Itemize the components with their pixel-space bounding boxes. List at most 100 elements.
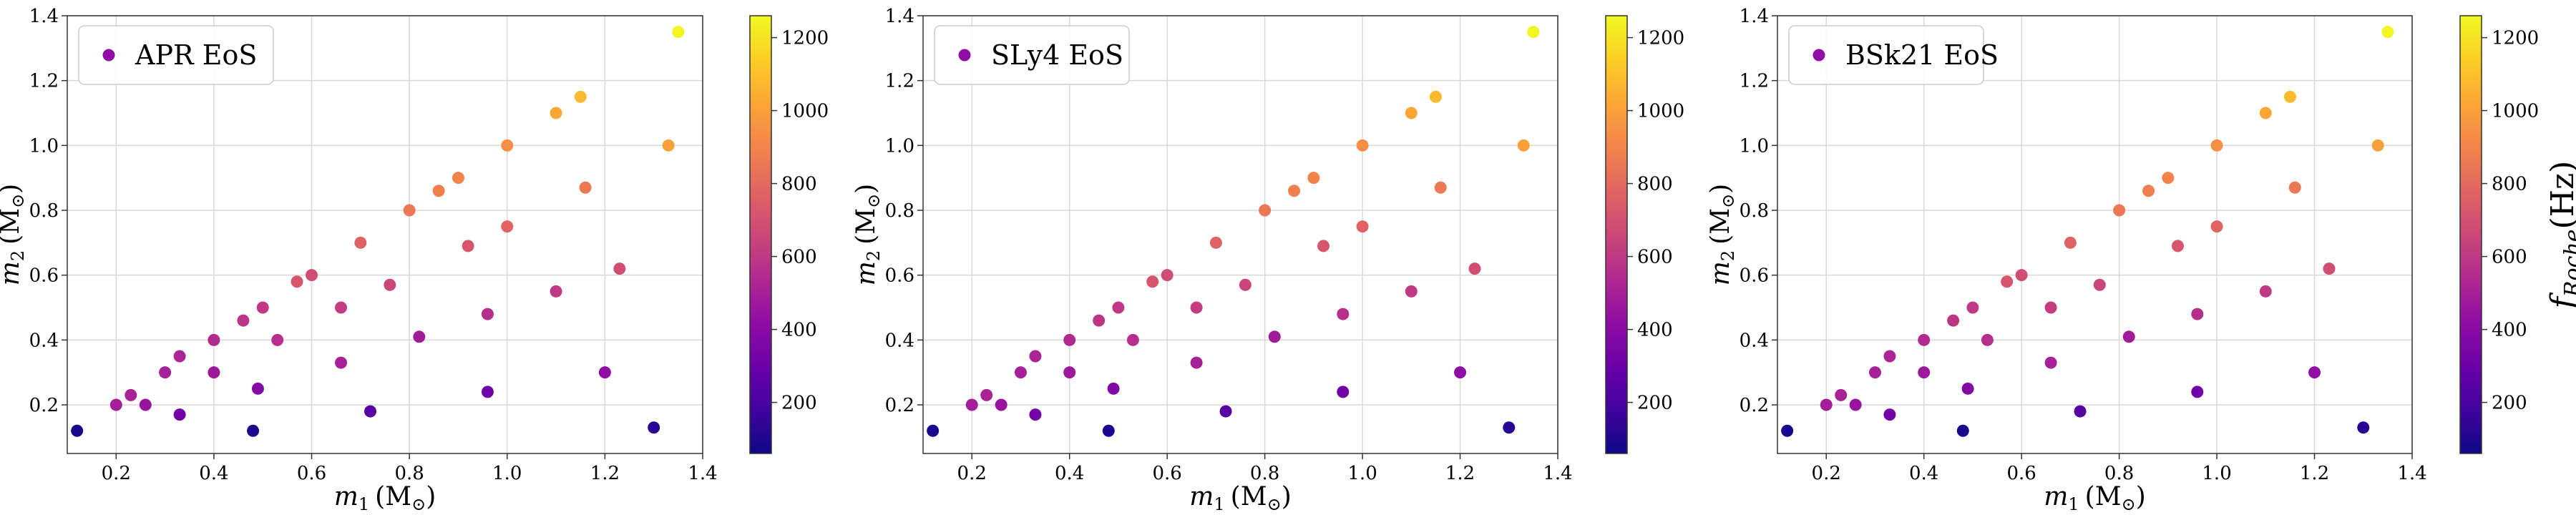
data-point bbox=[2044, 301, 2057, 314]
data-point bbox=[2210, 220, 2223, 233]
label-part: Roche bbox=[2560, 230, 2576, 298]
x-tick-label: 1.0 bbox=[1347, 463, 1377, 484]
x-tick-label: 0.6 bbox=[1152, 463, 1181, 484]
data-point bbox=[1337, 308, 1350, 320]
legend-label: APR EoS bbox=[135, 39, 257, 71]
data-point bbox=[1029, 408, 1042, 421]
label-part: 1 bbox=[1214, 494, 1224, 514]
data-point bbox=[256, 301, 269, 314]
data-point bbox=[1161, 269, 1174, 282]
data-point bbox=[247, 424, 260, 437]
x-tick-label: 1.2 bbox=[2300, 463, 2329, 484]
data-point bbox=[1835, 388, 1848, 401]
data-point bbox=[1146, 275, 1159, 288]
y-axis-label: m2 (M⊙) bbox=[1706, 184, 1738, 285]
y-tick-label: 0.2 bbox=[29, 395, 59, 416]
colorbar-tick-label: 1000 bbox=[1637, 101, 1684, 122]
data-point bbox=[1112, 301, 1125, 314]
label-part: (M bbox=[1231, 482, 1267, 511]
data-point bbox=[2288, 181, 2301, 194]
data-point bbox=[1029, 350, 1042, 363]
data-point bbox=[139, 398, 152, 411]
data-point bbox=[462, 240, 474, 252]
colorbar-tick-label: 200 bbox=[2492, 393, 2527, 414]
data-point bbox=[271, 333, 284, 346]
data-point bbox=[1883, 350, 1896, 363]
data-point bbox=[2191, 308, 2204, 320]
colorbar-tick-label: 600 bbox=[1637, 247, 1673, 268]
x-tick-label: 0.8 bbox=[394, 463, 424, 484]
colorbar-tick-label: 400 bbox=[2492, 320, 2527, 341]
data-point bbox=[306, 269, 318, 282]
colorbar-tick-label: 1000 bbox=[2492, 101, 2539, 122]
data-point bbox=[354, 236, 367, 249]
data-point bbox=[1126, 333, 1139, 346]
data-point bbox=[173, 350, 186, 363]
x-tick-label: 0.8 bbox=[1250, 463, 1279, 484]
data-point bbox=[1405, 285, 1418, 298]
x-tick-label: 1.2 bbox=[1445, 463, 1475, 484]
data-point bbox=[927, 424, 940, 437]
data-point bbox=[574, 90, 587, 103]
data-point bbox=[403, 204, 416, 217]
y-tick-label: 1.2 bbox=[885, 71, 914, 92]
data-point bbox=[71, 424, 84, 437]
x-axis-label: m1 (M⊙) bbox=[2044, 482, 2145, 514]
data-point bbox=[432, 185, 445, 197]
data-point bbox=[1190, 356, 1203, 369]
colorbar-tick-label: 600 bbox=[781, 247, 817, 268]
data-point bbox=[965, 398, 978, 411]
data-point bbox=[1868, 366, 1881, 379]
data-point bbox=[2323, 263, 2336, 275]
label-part: (Hz) bbox=[2545, 161, 2576, 230]
colorbar-tick-label: 600 bbox=[2492, 247, 2527, 268]
y-tick-label: 1.0 bbox=[885, 135, 914, 157]
colorbar-tick-label: 800 bbox=[781, 174, 817, 195]
axes-frame bbox=[922, 15, 1558, 454]
data-point bbox=[1527, 26, 1540, 39]
colorbar-gradient bbox=[1605, 15, 1628, 454]
x-tick-label: 1.4 bbox=[1543, 463, 1572, 484]
data-point bbox=[2308, 366, 2321, 379]
colorbar-gradient bbox=[749, 15, 772, 454]
data-point bbox=[2142, 185, 2155, 197]
colorbar-tick-label: 1200 bbox=[2492, 28, 2539, 49]
label-part: ) bbox=[2136, 482, 2146, 511]
data-point bbox=[1356, 139, 1369, 152]
label-part: (M bbox=[375, 482, 411, 511]
x-tick-label: 1.2 bbox=[590, 463, 620, 484]
data-point bbox=[1454, 366, 1467, 379]
legend-box bbox=[78, 25, 274, 85]
data-point bbox=[1956, 424, 1969, 437]
data-point bbox=[1429, 90, 1442, 103]
data-point bbox=[1190, 301, 1203, 314]
colorbar-gradient bbox=[2459, 15, 2482, 454]
x-tick-label: 0.6 bbox=[2006, 463, 2036, 484]
data-point bbox=[2357, 421, 2370, 434]
legend-box bbox=[1788, 25, 1984, 85]
data-point bbox=[1102, 424, 1115, 437]
label-part: m bbox=[2044, 482, 2068, 511]
data-point bbox=[1239, 278, 1252, 291]
label-part: ) bbox=[852, 184, 881, 194]
data-point bbox=[125, 388, 137, 401]
data-point bbox=[1405, 107, 1418, 119]
label-part: 1 bbox=[358, 494, 369, 514]
data-point bbox=[1468, 263, 1481, 275]
legend-label: SLy4 EoS bbox=[991, 39, 1123, 71]
data-point bbox=[1503, 421, 1516, 434]
label-part: m bbox=[1706, 261, 1735, 285]
data-point bbox=[1947, 314, 1960, 327]
data-point bbox=[1259, 204, 1272, 217]
label-part: ) bbox=[1706, 184, 1735, 194]
data-point bbox=[2191, 386, 2204, 398]
y-tick-label: 1.4 bbox=[29, 6, 59, 27]
data-point bbox=[1981, 333, 1994, 346]
legend-marker bbox=[102, 49, 115, 62]
label-part: (M bbox=[0, 208, 25, 245]
label-part: ) bbox=[0, 184, 25, 194]
label-part: ⊙ bbox=[1267, 494, 1282, 514]
data-point bbox=[1219, 405, 1232, 418]
y-tick-label: 0.2 bbox=[885, 395, 914, 416]
colorbar-tick-label: 400 bbox=[781, 320, 817, 341]
